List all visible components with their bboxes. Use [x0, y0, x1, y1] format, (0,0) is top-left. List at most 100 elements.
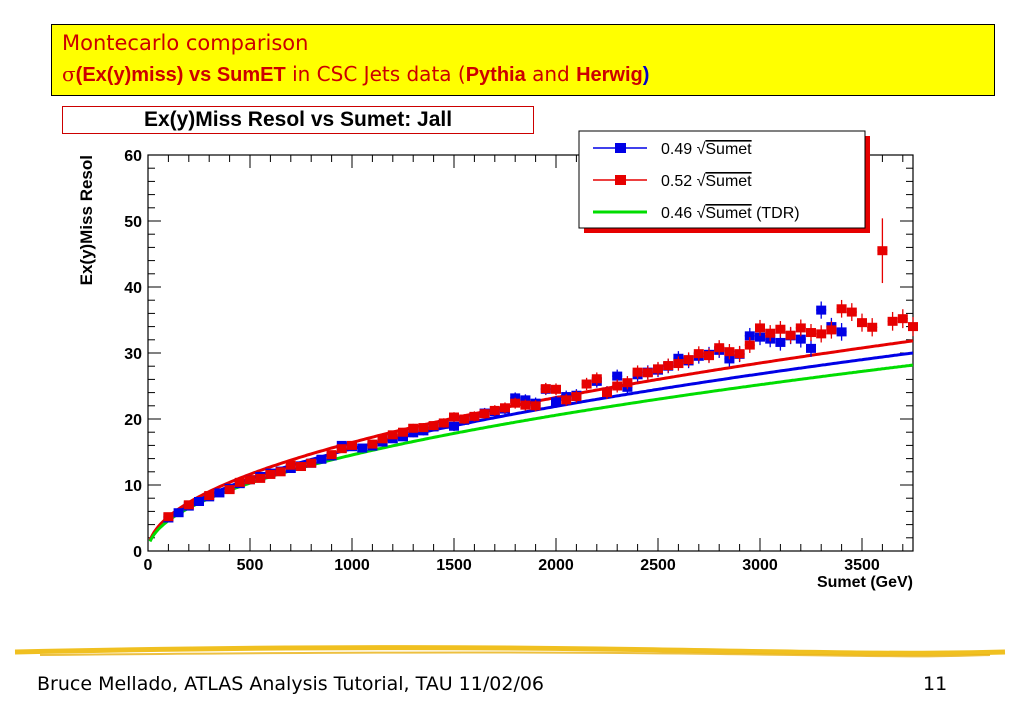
- data-point: [438, 418, 449, 428]
- x-tick-label: 3000: [742, 557, 778, 574]
- data-point: [704, 351, 714, 361]
- data-point: [224, 485, 235, 495]
- x-tick-label: 2500: [640, 557, 676, 574]
- data-point: [194, 497, 204, 506]
- data-point: [489, 405, 500, 415]
- data-point: [530, 401, 541, 411]
- data-point: [418, 423, 429, 433]
- data-point: [734, 349, 745, 359]
- data-point: [500, 403, 510, 413]
- subtitle-pythia: Pythia: [465, 64, 526, 86]
- data-point: [459, 414, 470, 424]
- data-point: [816, 305, 827, 315]
- slide-subtitle: σ(Ex(y)miss) vs SumET in CSC Jets data (…: [62, 62, 649, 87]
- data-point: [183, 500, 194, 510]
- legend-marker: [615, 175, 626, 185]
- data-point: [724, 347, 735, 357]
- data-point: [398, 427, 408, 437]
- data-point: [744, 331, 755, 341]
- data-point: [255, 473, 266, 483]
- data-point: [785, 330, 796, 340]
- sigma-symbol: σ: [62, 62, 76, 86]
- data-point: [306, 458, 317, 468]
- data-point: [846, 307, 857, 317]
- y-tick-label: 50: [124, 214, 142, 231]
- slide-header: Montecarlo comparison σ(Ex(y)miss) vs Su…: [51, 24, 995, 96]
- subtitle-quantity: (Ex(y)miss) vs SumET: [75, 64, 286, 86]
- data-point: [449, 421, 459, 431]
- y-tick-label: 30: [124, 346, 142, 363]
- data-point: [265, 469, 276, 479]
- data-point: [336, 444, 347, 454]
- y-tick-label: 0: [133, 544, 142, 561]
- data-point: [714, 343, 725, 353]
- data-point: [867, 322, 878, 332]
- legend-coefficient: 0.46: [661, 205, 697, 222]
- data-point: [367, 439, 378, 449]
- data-point: [887, 316, 898, 326]
- subtitle-and: and: [525, 62, 577, 86]
- data-point: [428, 421, 439, 431]
- data-point: [326, 450, 337, 460]
- data-point: [795, 334, 806, 344]
- data-point: [795, 323, 806, 333]
- data-point: [479, 409, 490, 419]
- y-tick-label: 60: [124, 148, 142, 165]
- footer-text: Bruce Mellado, ATLAS Analysis Tutorial, …: [37, 673, 545, 695]
- legend-radicand: Sumet: [705, 141, 752, 158]
- data-point: [571, 392, 582, 402]
- data-point: [469, 411, 480, 421]
- page-number: 11: [923, 673, 948, 695]
- y-tick-label: 20: [124, 412, 142, 429]
- y-tick-label: 40: [124, 280, 142, 297]
- data-point: [836, 304, 847, 314]
- data-point: [173, 508, 184, 518]
- legend-radicand: Sumet: [705, 173, 752, 190]
- x-tick-label: 1000: [334, 557, 370, 574]
- data-point: [234, 477, 245, 487]
- subtitle-mid: in CSC Jets data (: [285, 62, 466, 86]
- slide-title: Montecarlo comparison: [62, 31, 309, 55]
- y-tick-label: 10: [124, 478, 142, 495]
- data-point: [357, 443, 368, 453]
- data-point: [673, 359, 684, 369]
- x-tick-label: 2000: [538, 557, 574, 574]
- x-tick-label: 0: [144, 557, 153, 574]
- legend-label: 0.46 √Sumet (TDR): [661, 205, 800, 222]
- data-point: [765, 328, 776, 338]
- data-point: [693, 349, 704, 359]
- data-point: [755, 323, 765, 333]
- data-point: [204, 491, 215, 501]
- data-point: [510, 398, 521, 408]
- data-point: [908, 322, 918, 332]
- data-point: [826, 325, 837, 335]
- data-point: [816, 329, 827, 339]
- data-point: [377, 434, 388, 444]
- data-point: [755, 332, 765, 342]
- data-point: [591, 374, 602, 384]
- data-point: [285, 460, 296, 470]
- data-point: [683, 355, 694, 365]
- data-point: [520, 400, 531, 410]
- data-point: [612, 381, 623, 391]
- data-point: [398, 432, 408, 442]
- legend-coefficient: 0.52: [661, 173, 697, 190]
- data-point: [561, 395, 572, 405]
- legend-suffix: (TDR): [752, 205, 800, 222]
- y-axis-label: Ex(y)Miss Resol: [77, 155, 96, 285]
- data-point: [408, 423, 419, 433]
- data-point: [775, 337, 786, 347]
- data-point: [296, 462, 306, 472]
- data-point: [622, 378, 633, 388]
- data-point: [316, 454, 327, 464]
- legend-coefficient: 0.49: [661, 141, 697, 158]
- legend-sqrt: √: [697, 173, 706, 190]
- legend-sqrt: √: [697, 205, 706, 222]
- data-point: [642, 368, 653, 378]
- data-point: [806, 328, 816, 338]
- data-point: [214, 488, 225, 498]
- data-point: [581, 379, 592, 389]
- data-point: [632, 367, 643, 377]
- legend-label: 0.52 √Sumet: [661, 173, 752, 190]
- legend-marker: [615, 143, 626, 153]
